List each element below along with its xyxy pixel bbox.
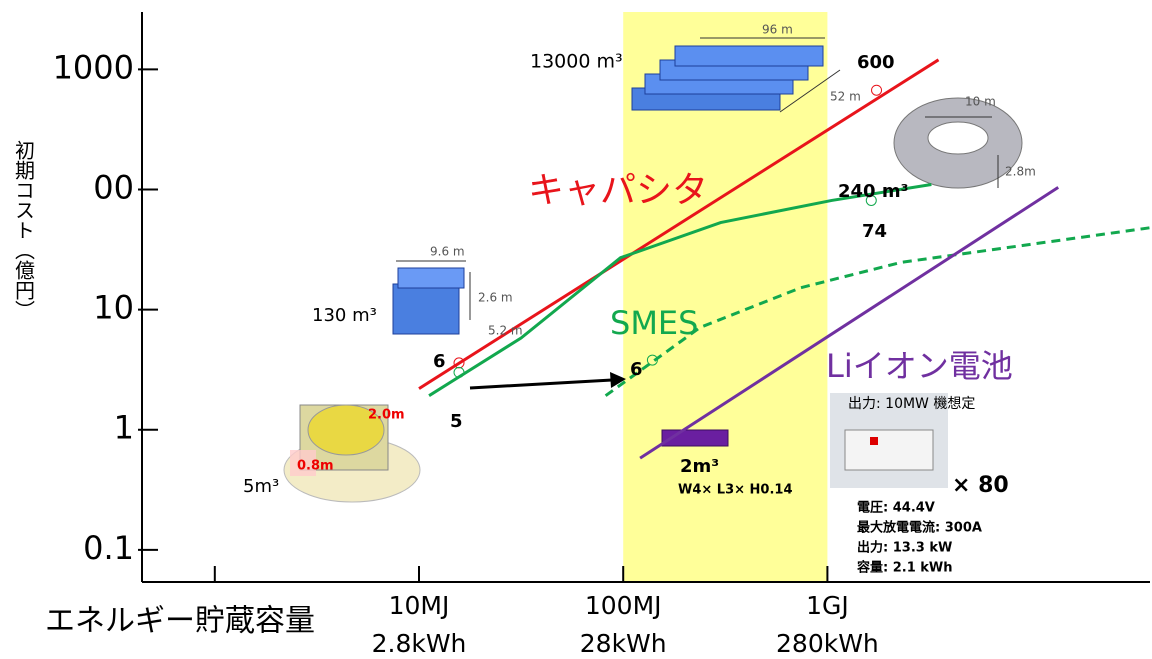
capacitor-small-picture [392,260,471,335]
li-ion-module-picture [830,393,948,488]
x-tick-sublabel: 2.8kWh [372,629,467,658]
annotation: 9.6 m [430,245,465,259]
annotation: 5.2 m [488,324,523,338]
annotation: × 80 [952,473,1009,498]
annotation: 240 m³ [838,181,908,202]
marker-label: 74 [862,221,887,242]
annotation: 最大放電電流: 300A [857,520,982,536]
y-tick-label: 1 [114,409,134,447]
annotation: 130 m³ [312,305,377,326]
x-tick-label: 1GJ [806,591,849,620]
annotation: 出力: 13.3 kW [857,540,952,556]
marker-label: 5 [450,411,463,432]
annotation: 2.0m [368,408,405,423]
series-label: キャパシタ [528,170,708,211]
series-label: SMES [610,304,698,342]
series-line [428,182,932,397]
cost-marker [646,354,658,366]
y-tick-label: 00 [93,168,134,206]
marker-label: 6 [630,359,643,380]
annotation: 0.8m [297,459,334,474]
x-tick-sublabel: 28kWh [580,629,667,658]
y-tick-label: 10 [93,289,134,327]
y-axis-title: 初期コスト（億円） [12,140,36,320]
annotation: W4× L3× H0.14 [678,483,793,498]
series-line [418,58,940,390]
annotation: 5m³ [243,476,279,497]
x-tick-sublabel: 280kWh [776,629,879,658]
cost-marker [871,84,883,96]
smes-small-picture [283,404,421,503]
annotation: 10 m [965,95,996,109]
series-label: Liイオン電池 [826,347,1013,385]
arrow [469,378,613,390]
annotation: 容量: 2.1 kWh [856,560,953,576]
y-tick-label: 1000 [53,48,134,86]
smes-coil-picture [893,97,1023,189]
capacitor-bank-picture [631,37,841,113]
series-line [639,186,1060,460]
annotation: 電圧: 44.4V [857,501,935,516]
annotation: 2.8m [1005,165,1036,179]
y-tick-label: 0.1 [83,529,134,567]
annotation: 2.6 m [478,291,513,305]
marker-label: 600 [857,52,895,73]
annotation: 96 m [762,23,793,37]
annotation: 2m³ [680,456,719,477]
annotation: 13000 m³ [530,51,623,73]
arrow-head [610,372,626,388]
marker-label: 6 [433,351,446,372]
cost-marker [865,194,877,206]
x-tick-label: 10MJ [389,591,450,620]
cost-marker [453,366,465,378]
annotation: 52 m [830,90,861,104]
plot-layer: 0.111000100010MJ2.8kWh100MJ28kWh1GJ280kW… [53,12,1151,658]
x-axis-title: エネルギー貯蔵容量 [45,604,315,639]
x-tick-label: 100MJ [585,591,662,620]
series-line [604,226,1151,397]
annotation: 出力: 10MW 機想定 [848,396,975,412]
